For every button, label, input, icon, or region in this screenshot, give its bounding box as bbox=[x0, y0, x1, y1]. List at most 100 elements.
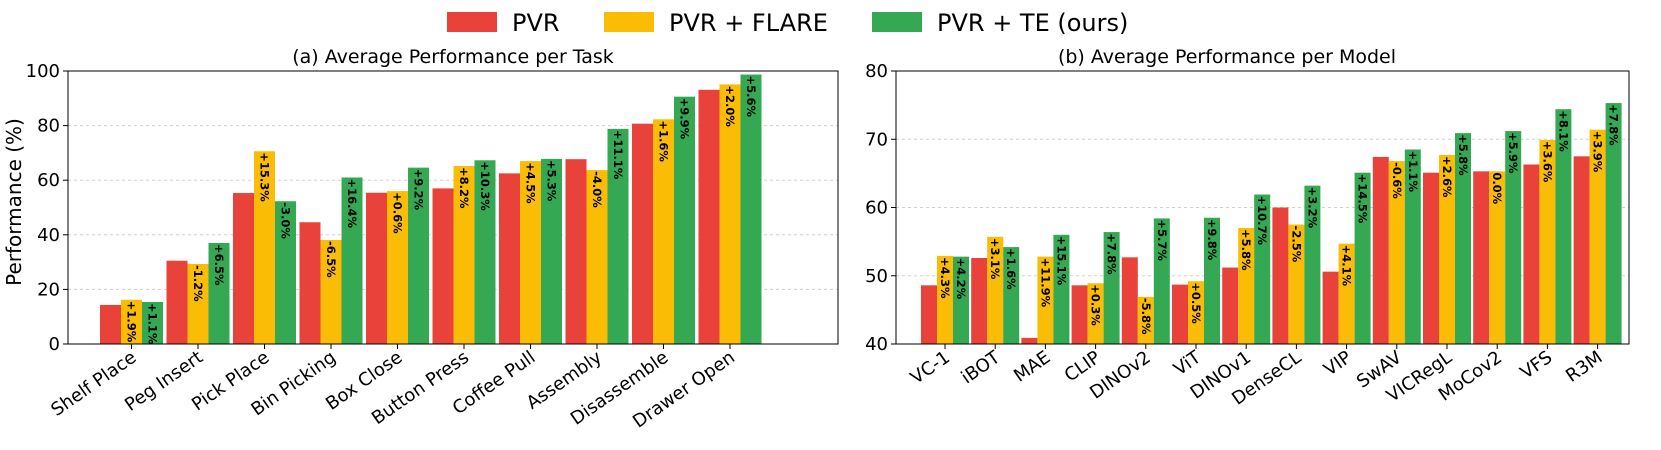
bar-flare-vc-1 bbox=[937, 255, 953, 344]
bar-te-coffee-pull bbox=[541, 158, 562, 344]
x-tick-label-model: MAE bbox=[1010, 347, 1054, 387]
data-label-flare-dinov1: +5.8% bbox=[1239, 229, 1253, 271]
data-label-te-swav: +1.1% bbox=[1406, 150, 1420, 192]
data-label-te-vip: +14.5% bbox=[1356, 174, 1370, 224]
bar-flare-vicregl bbox=[1439, 154, 1455, 344]
bar-pvr-vit bbox=[1172, 284, 1188, 344]
data-label-te-ibot: +1.6% bbox=[1004, 248, 1018, 290]
data-label-te-vc-1: +4.2% bbox=[954, 258, 968, 300]
bar-pvr-button-press bbox=[432, 188, 454, 344]
data-label-flare-coffee-pull: +4.5% bbox=[524, 162, 538, 204]
data-label-flare-mae: +11.9% bbox=[1038, 258, 1052, 308]
legend-swatch-te bbox=[872, 12, 922, 32]
chart-title-task: (a) Average Performance per Task bbox=[292, 46, 614, 68]
data-label-flare-drawer-open: +2.0% bbox=[723, 85, 737, 127]
bar-pvr-mae bbox=[1021, 337, 1038, 344]
data-label-te-coffee-pull: +5.3% bbox=[545, 160, 559, 202]
data-label-flare-box-close: +0.6% bbox=[391, 192, 405, 234]
data-label-te-dinov1: +10.7% bbox=[1255, 196, 1269, 246]
x-tick-label-model: R3M bbox=[1562, 347, 1606, 387]
bar-pvr-peg-insert bbox=[166, 260, 188, 344]
bar-flare-mae bbox=[1037, 256, 1054, 344]
x-tick-label-model: iBOT bbox=[957, 346, 1004, 388]
bar-pvr-mocov2 bbox=[1473, 171, 1490, 344]
y-tick-label: 0 bbox=[49, 334, 60, 355]
bar-pvr-vfs bbox=[1523, 164, 1540, 344]
data-label-flare-button-press: +8.2% bbox=[457, 167, 471, 209]
bar-pvr-r3m bbox=[1573, 156, 1590, 344]
bar-te-clip bbox=[1103, 232, 1120, 344]
bar-pvr-dinov2 bbox=[1121, 257, 1138, 344]
data-label-flare-assembly: -4.0% bbox=[590, 171, 604, 208]
bar-flare-button-press bbox=[453, 166, 475, 344]
data-label-flare-disassemble: +1.6% bbox=[657, 120, 671, 162]
bar-te-dinov1 bbox=[1254, 194, 1271, 344]
bar-pvr-clip bbox=[1071, 285, 1088, 344]
bar-flare-bin-picking bbox=[320, 239, 342, 344]
data-label-te-button-press: +10.3% bbox=[478, 161, 492, 211]
y-tick-label: 20 bbox=[37, 279, 60, 300]
data-label-flare-vip: +4.1% bbox=[1340, 245, 1354, 287]
bar-flare-r3m bbox=[1589, 129, 1606, 344]
bar-te-vc-1 bbox=[953, 256, 969, 344]
y-tick-label: 60 bbox=[37, 170, 60, 191]
data-label-flare-swav: -0.6% bbox=[1390, 162, 1404, 199]
data-label-flare-shelf-place: +1.9% bbox=[125, 301, 139, 343]
data-label-te-clip: +7.8% bbox=[1105, 233, 1119, 275]
bar-flare-dinov1 bbox=[1238, 227, 1255, 344]
bar-flare-peg-insert bbox=[187, 264, 209, 344]
data-label-flare-bin-picking: -6.5% bbox=[324, 241, 338, 278]
legend-swatch-flare bbox=[604, 12, 654, 32]
data-label-flare-pick-place: +15.3% bbox=[258, 152, 272, 202]
bar-pvr-bin-picking bbox=[299, 222, 321, 344]
y-tick-label: 70 bbox=[865, 129, 888, 150]
data-label-flare-r3m: +3.9% bbox=[1591, 131, 1605, 173]
bar-te-bin-picking bbox=[341, 177, 363, 344]
data-label-flare-ibot: +3.1% bbox=[988, 238, 1002, 280]
bar-flare-densecl bbox=[1288, 224, 1305, 344]
chart-panel-model: (b) Average Performance per Model +4.3% +… bbox=[865, 46, 1630, 410]
bar-flare-drawer-open bbox=[719, 84, 741, 344]
data-label-te-drawer-open: +5.6% bbox=[744, 76, 758, 118]
data-label-flare-vit: +0.5% bbox=[1189, 282, 1203, 324]
bar-flare-disassemble bbox=[653, 119, 674, 344]
bar-te-vicregl bbox=[1455, 133, 1471, 344]
bar-pvr-pick-place bbox=[233, 193, 254, 344]
bar-te-vit bbox=[1204, 217, 1220, 344]
bar-te-vfs bbox=[1555, 109, 1572, 344]
data-label-te-vit: +9.8% bbox=[1205, 219, 1219, 261]
data-label-te-vicregl: +5.8% bbox=[1456, 134, 1470, 176]
bar-flare-swav bbox=[1388, 161, 1405, 344]
bar-flare-vip bbox=[1338, 243, 1355, 344]
bar-pvr-drawer-open bbox=[698, 89, 720, 344]
bar-te-assembly bbox=[607, 128, 629, 344]
bar-pvr-dinov1 bbox=[1222, 267, 1239, 344]
legend-label-flare: PVR + FLARE bbox=[669, 9, 828, 37]
legend-label-te: PVR + TE (ours) bbox=[937, 9, 1128, 37]
x-tick-label-model: ViT bbox=[1170, 346, 1206, 380]
bar-te-mae bbox=[1053, 234, 1070, 344]
bar-te-shelf-place bbox=[142, 301, 163, 344]
data-label-flare-vc-1: +4.3% bbox=[938, 257, 952, 299]
data-label-flare-densecl: -2.5% bbox=[1289, 226, 1303, 263]
bar-flare-vfs bbox=[1539, 139, 1556, 344]
data-label-te-box-close: +9.2% bbox=[412, 169, 426, 211]
bar-flare-box-close bbox=[387, 191, 408, 344]
data-label-te-disassemble: +9.9% bbox=[678, 98, 692, 140]
data-label-te-assembly: +11.1% bbox=[611, 130, 625, 180]
data-label-te-vfs: +8.1% bbox=[1556, 110, 1570, 152]
bar-flare-shelf-place bbox=[121, 299, 142, 344]
chart-title-model: (b) Average Performance per Model bbox=[1058, 46, 1396, 68]
bar-flare-mocov2 bbox=[1489, 171, 1506, 344]
data-label-te-mae: +15.1% bbox=[1054, 236, 1068, 286]
bar-te-r3m bbox=[1605, 103, 1622, 344]
data-label-te-r3m: +7.8% bbox=[1607, 104, 1621, 146]
bar-te-ibot bbox=[1003, 247, 1020, 344]
bar-flare-dinov2 bbox=[1137, 296, 1154, 344]
bar-te-mocov2 bbox=[1505, 131, 1522, 344]
data-label-flare-mocov2: 0.0% bbox=[1490, 172, 1504, 204]
bar-flare-clip bbox=[1087, 283, 1104, 344]
y-tick-label: 80 bbox=[37, 116, 60, 137]
data-label-flare-clip: +0.3% bbox=[1089, 284, 1103, 326]
